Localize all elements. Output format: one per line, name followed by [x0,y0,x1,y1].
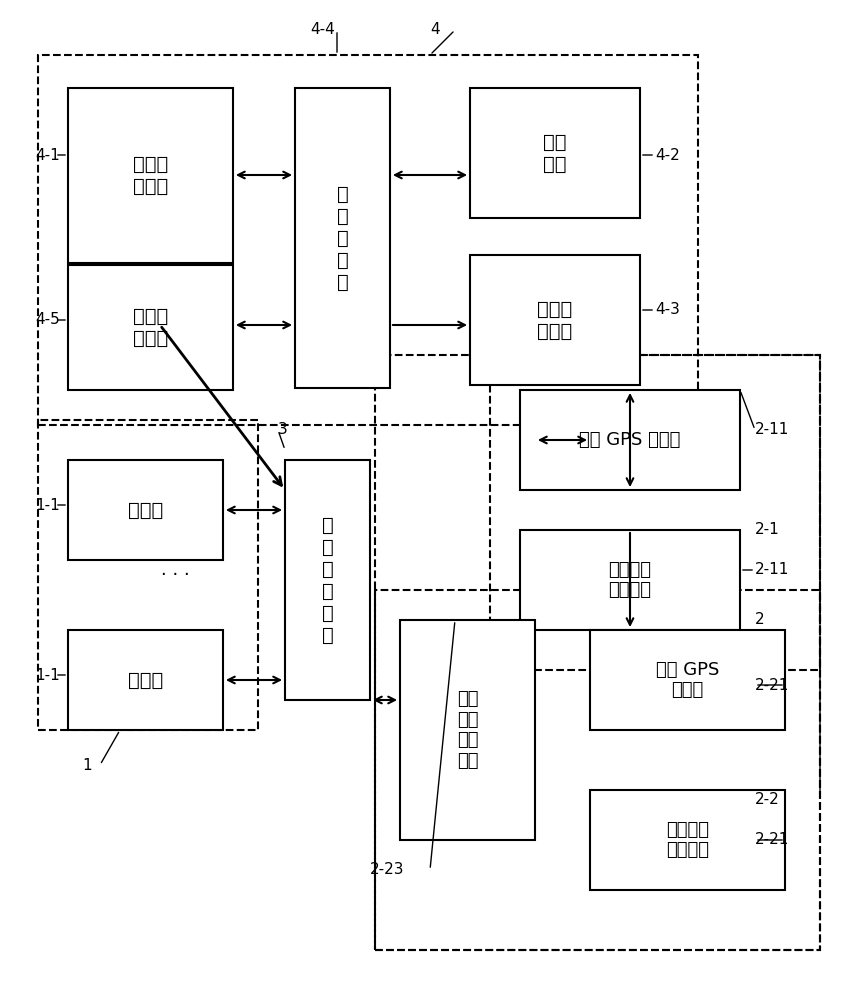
Text: 2-11: 2-11 [755,422,789,438]
Text: 数
据
处
理
器: 数 据 处 理 器 [336,184,348,292]
Bar [375,355,820,950]
Text: 无线通
信模块: 无线通 信模块 [133,307,168,348]
Text: 图像采
集装置: 图像采 集装置 [133,155,168,196]
Text: 第二
无线
通信
设备: 第二 无线 通信 设备 [457,690,479,770]
Text: 4-4: 4-4 [310,22,335,37]
Text: 2-21: 2-21 [755,832,789,848]
Bar [375,590,820,950]
Text: 参数输
入单元: 参数输 入单元 [538,300,573,340]
Text: · · ·: · · · [161,566,189,584]
Text: 第一 GPS 接收机: 第一 GPS 接收机 [580,431,681,449]
Bar [68,630,223,730]
Bar [68,265,233,390]
Bar [470,88,640,218]
Bar [490,355,820,670]
Text: 2-23: 2-23 [370,862,405,878]
Bar [520,390,740,490]
Bar [285,460,370,700]
Text: 4: 4 [430,22,440,37]
Bar [295,88,390,388]
Text: 1: 1 [82,758,92,772]
Text: 3: 3 [278,422,288,438]
Text: 第一无线
通信设备: 第一无线 通信设备 [609,561,651,599]
Text: 显示
单元: 显示 单元 [544,132,567,174]
Bar [68,88,233,263]
Text: 1-1: 1-1 [35,668,60,682]
Text: 2: 2 [755,612,764,628]
Bar [520,530,740,630]
Text: 第二 GPS
接收机: 第二 GPS 接收机 [656,661,719,699]
Bar [38,55,698,425]
Text: 上
位
监
测
主
机: 上 位 监 测 主 机 [322,516,333,645]
Bar [590,630,785,730]
Text: 第二无线
通信设备: 第二无线 通信设备 [666,821,709,859]
Bar [590,790,785,890]
Text: 水准仪: 水准仪 [128,500,163,520]
Text: 4-2: 4-2 [655,147,680,162]
Text: 2-21: 2-21 [755,678,789,692]
Bar [400,620,535,840]
Bar [470,255,640,385]
Text: 1-1: 1-1 [35,497,60,512]
Text: 4-5: 4-5 [35,312,60,328]
Text: 2-2: 2-2 [755,792,780,808]
Text: 2-1: 2-1 [755,522,780,538]
Text: 4-1: 4-1 [35,147,60,162]
Text: 4-3: 4-3 [655,302,680,318]
Text: 2-11: 2-11 [755,562,789,578]
Bar [68,460,223,560]
Text: 水准仪: 水准仪 [128,670,163,690]
Bar [38,420,258,730]
